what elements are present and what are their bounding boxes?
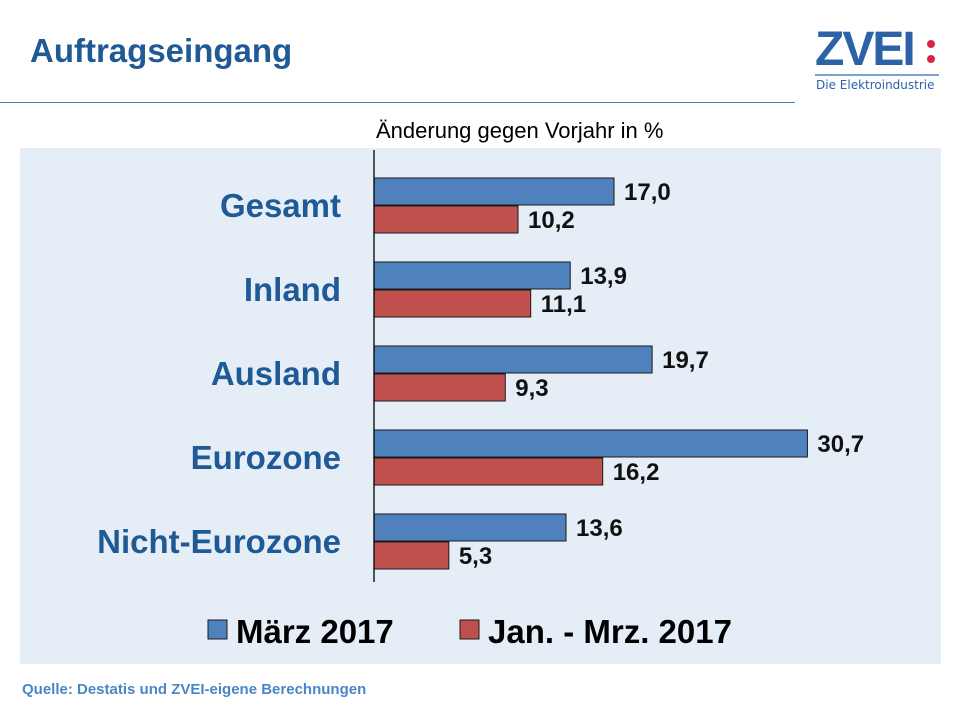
logo-colon [927, 40, 936, 64]
category-label: Eurozone [191, 439, 341, 476]
logo-text: ZVEI [815, 23, 916, 76]
logo-line [815, 74, 939, 76]
data-label: 19,7 [662, 347, 709, 374]
zvei-logo: ZVEI Die Elektroindustrie [812, 23, 942, 96]
data-label: 16,2 [613, 459, 660, 486]
source-note: Quelle: Destatis und ZVEI-eigene Berechn… [22, 681, 367, 698]
category-label: Nicht-Eurozone [97, 523, 341, 560]
legend-swatch [207, 619, 228, 640]
legend-swatch [459, 619, 480, 640]
bar [373, 205, 519, 234]
chart-title: Änderung gegen Vorjahr in % [376, 118, 664, 143]
bar [373, 261, 571, 290]
data-label: 13,9 [580, 263, 627, 290]
category-label: Inland [244, 271, 341, 308]
data-label: 5,3 [459, 543, 492, 570]
page-title: Auftragseingang [30, 32, 293, 69]
data-label: 9,3 [515, 375, 548, 402]
bar [373, 513, 567, 542]
data-label: 11,1 [541, 291, 586, 318]
category-label: Gesamt [220, 187, 341, 224]
data-label: 13,6 [576, 515, 623, 542]
bar [373, 177, 615, 206]
logo-subtitle: Die Elektroindustrie [816, 78, 935, 92]
legend-label: Jan. - Mrz. 2017 [488, 613, 732, 650]
title-divider [0, 102, 795, 103]
bar [373, 541, 450, 570]
data-label: 30,7 [817, 431, 864, 458]
bar [373, 457, 604, 486]
data-label: 10,2 [528, 207, 575, 234]
legend-label: März 2017 [236, 613, 394, 650]
category-label: Ausland [211, 355, 341, 392]
bar [373, 429, 808, 458]
data-label: 17,0 [624, 179, 671, 206]
chart-panel [20, 148, 941, 664]
bar [373, 373, 506, 402]
bar [373, 289, 532, 318]
bar [373, 345, 653, 374]
